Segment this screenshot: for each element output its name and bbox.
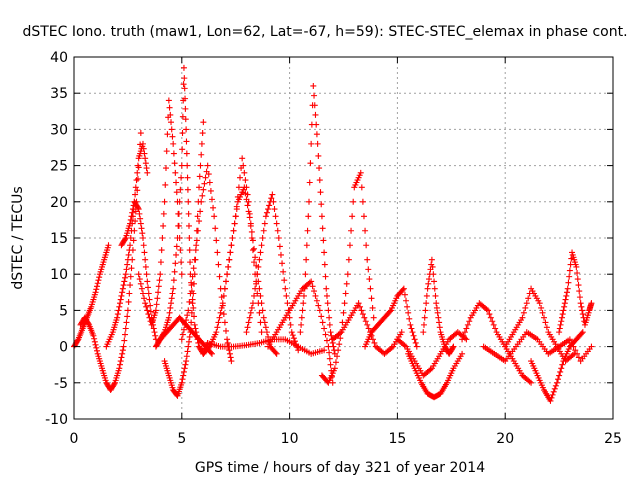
series-arc-9 xyxy=(178,162,235,365)
y-tick-label: 5 xyxy=(59,303,68,319)
x-tick-label: 25 xyxy=(604,431,622,447)
x-tick-label: 0 xyxy=(70,431,79,447)
y-tick-labels: -10 -5 0 5 10 15 20 25 30 35 40 xyxy=(45,50,68,428)
y-tick-label: -10 xyxy=(45,412,68,428)
y-tick-label: 20 xyxy=(50,195,68,211)
series-arc-6 xyxy=(161,119,207,399)
plus-markers xyxy=(161,119,207,399)
plus-markers xyxy=(556,249,595,336)
series-arc-23 xyxy=(502,285,578,365)
plus-markers xyxy=(77,130,144,394)
chart-title: dSTEC Iono. truth (maw1, Lon=62, Lat=-67… xyxy=(22,24,627,40)
series-arc-4 xyxy=(103,140,151,350)
series-arc-11 xyxy=(221,184,280,357)
plus-markers xyxy=(459,300,535,386)
series-arc-5 xyxy=(135,97,185,328)
y-axis-label: dSTEC / TECUs xyxy=(10,186,26,289)
plus-markers xyxy=(265,278,336,386)
series-arc-17 xyxy=(329,300,405,357)
plus-markers xyxy=(480,329,595,365)
y-tick-label: 35 xyxy=(50,86,68,102)
plus-markers xyxy=(135,97,185,328)
series-arc-25 xyxy=(556,249,595,336)
series-arc-12 xyxy=(243,191,302,354)
y-tick-label: 30 xyxy=(50,122,68,138)
data-points xyxy=(71,64,595,404)
y-tick-label: 25 xyxy=(50,159,68,175)
series-arc-24 xyxy=(528,329,586,404)
series-arc-22 xyxy=(459,300,535,386)
series-arc-14 xyxy=(265,278,336,386)
series-arc-15 xyxy=(297,82,338,357)
series-arc-26 xyxy=(480,329,595,365)
y-tick-label: 40 xyxy=(50,50,68,66)
plus-markers xyxy=(243,191,302,354)
series-arc-16 xyxy=(318,169,377,386)
plus-markers xyxy=(502,285,578,365)
plus-markers xyxy=(103,140,151,350)
y-tick-label: 0 xyxy=(59,340,68,356)
x-tick-labels: 0 5 10 15 20 25 xyxy=(70,431,622,447)
y-tick-label: 10 xyxy=(50,267,68,283)
plus-markers xyxy=(297,82,338,357)
x-tick-label: 20 xyxy=(496,431,514,447)
plus-markers xyxy=(528,329,586,404)
plus-markers xyxy=(362,285,420,350)
plus-markers xyxy=(178,162,235,365)
x-tick-label: 10 xyxy=(281,431,299,447)
y-tick-label: 15 xyxy=(50,231,68,247)
plus-markers xyxy=(420,256,457,357)
plus-markers xyxy=(221,184,280,357)
series-arc-21 xyxy=(420,256,457,357)
series-arc-18 xyxy=(362,285,420,350)
series-arc-2 xyxy=(77,130,144,394)
plus-markers xyxy=(329,300,405,357)
x-tick-label: 5 xyxy=(177,431,186,447)
x-axis-label: GPS time / hours of day 321 of year 2014 xyxy=(195,460,485,476)
x-tick-label: 15 xyxy=(388,431,406,447)
axis-ticks xyxy=(73,56,614,420)
plus-markers xyxy=(318,169,377,386)
y-tick-label: -5 xyxy=(54,376,68,392)
